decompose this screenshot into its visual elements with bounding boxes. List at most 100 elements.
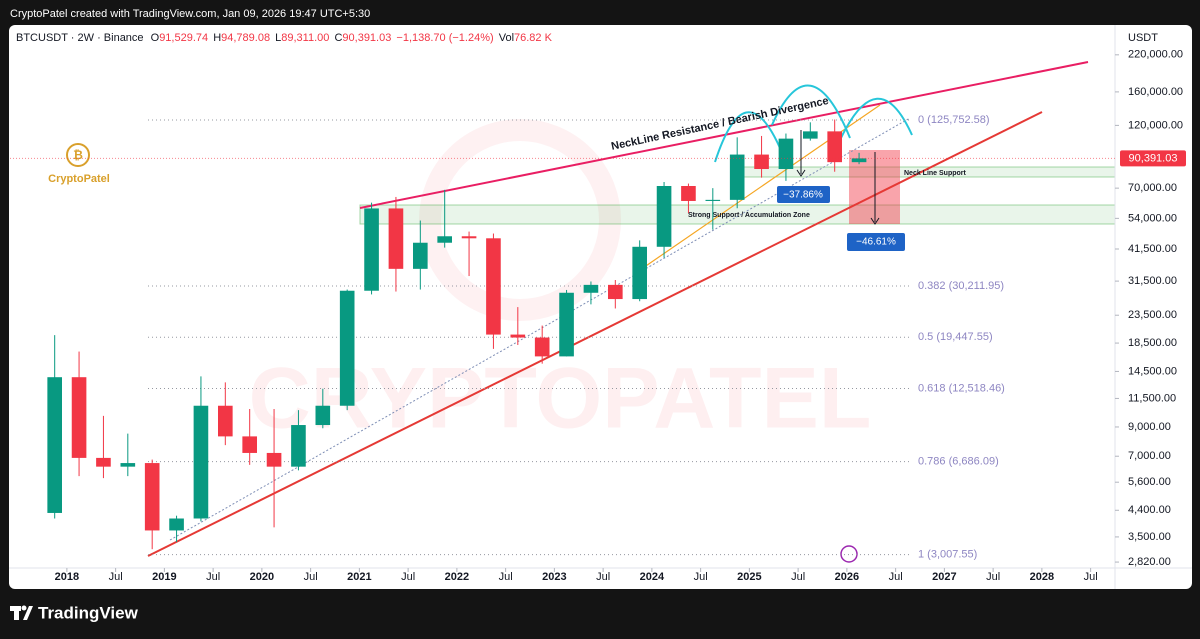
x-tick-label: Jul: [206, 571, 220, 583]
symbol: BTCUSDT · 2W · Binance: [16, 32, 144, 44]
y-tick-label: 7,000.00: [1128, 450, 1171, 462]
candle-body: [583, 284, 599, 293]
candle-body: [96, 457, 111, 467]
x-tick-label: 2028: [1030, 571, 1054, 583]
candle-body: [510, 334, 526, 338]
volume-value: 76.82 K: [514, 32, 553, 44]
candle-body: [120, 463, 136, 467]
y-tick-label: 23,500.00: [1128, 309, 1177, 321]
y-tick-label: 9,000.00: [1128, 421, 1171, 433]
candle-body: [827, 131, 842, 163]
footer-brand: TradingView: [38, 603, 139, 622]
footer-logo: [21, 605, 27, 611]
x-tick-label: Jul: [986, 571, 1000, 583]
x-tick-label: Jul: [596, 571, 610, 583]
candle-body: [559, 292, 574, 357]
candle-body: [364, 208, 379, 291]
legend: BTCUSDT · 2W · Binance O91,529.74 H94,78…: [16, 32, 553, 44]
last-price-label: 90,391.03: [1129, 152, 1178, 164]
candle-body: [656, 186, 672, 247]
x-tick-label: 2021: [347, 571, 371, 583]
x-tick-label: Jul: [1084, 571, 1098, 583]
y-tick-label: 5,600.00: [1128, 476, 1171, 488]
candle-body: [291, 425, 306, 467]
candle-body: [315, 405, 331, 426]
annotation: Strong Support / Accumulation Zone: [688, 212, 810, 219]
y-tick-label: 120,000.00: [1128, 119, 1183, 131]
ohlc-label: H: [213, 32, 221, 44]
candle-body: [851, 158, 867, 163]
fib-label: 0.618 (12,518.46): [918, 382, 1005, 394]
x-tick-label: 2027: [932, 571, 956, 583]
candle-body: [803, 131, 818, 139]
watermark-ring: [419, 119, 621, 321]
logo-text: CryptoPatel: [48, 173, 110, 185]
x-tick-label: 2023: [542, 571, 566, 583]
candle-body: [681, 186, 696, 201]
logo: ₿ CryptoPatel: [48, 143, 110, 185]
x-tick-label: Jul: [304, 571, 318, 583]
x-tick-label: Jul: [694, 571, 708, 583]
x-tick-label: Jul: [499, 571, 513, 583]
x-tick-label: Jul: [401, 571, 415, 583]
x-tick-label: Jul: [791, 571, 805, 583]
candle-body: [413, 242, 428, 269]
lightning-icon[interactable]: [840, 545, 858, 563]
x-tick-label: 2019: [152, 571, 176, 583]
candle-body: [169, 518, 184, 531]
candle-body: [266, 452, 282, 467]
y-tick-label: 70,000.00: [1128, 182, 1177, 194]
y-tick-label: 220,000.00: [1128, 49, 1183, 61]
y-tick-label: 2,820.00: [1128, 556, 1171, 568]
fib-label: 1 (3,007.55): [918, 548, 977, 560]
candle-body: [608, 284, 623, 300]
candle-body: [705, 199, 721, 201]
fib-label: 0.5 (19,447.55): [918, 331, 993, 343]
change: −1,138.70 (−1.24%): [396, 32, 493, 44]
candle-body: [461, 236, 477, 239]
ohlc-value: 94,789.08: [221, 32, 270, 44]
y-tick-label: 4,400.00: [1128, 504, 1171, 516]
fib-label: 0.786 (6,686.09): [918, 455, 999, 467]
candle-body: [388, 208, 404, 269]
x-tick-label: Jul: [889, 571, 903, 583]
axis-unit: USDT: [1128, 32, 1158, 44]
candle-body: [534, 337, 550, 357]
candle-body: [437, 236, 452, 243]
last-price-tag: [1120, 150, 1186, 167]
x-tick-label: 2018: [55, 571, 79, 583]
fib-label: 0 (125,752.58): [918, 114, 990, 126]
ohlc-label: C: [334, 32, 342, 44]
annotation: −37.86%: [783, 190, 823, 201]
label-box: [777, 186, 830, 203]
plot: 2,820.00 3,500.00 4,400.00 5,600.00 7,000.00…: [10, 49, 1186, 583]
y-tick-label: 31,500.00: [1128, 275, 1177, 287]
arrow-head: [870, 217, 880, 225]
x-tick-label: 2024: [640, 571, 665, 583]
x-tick-label: 2026: [835, 571, 859, 583]
annotation: −46.61%: [856, 237, 896, 248]
candle-body: [339, 290, 355, 406]
y-tick-label: 11,500.00: [1128, 392, 1176, 404]
ohlc-value: 90,391.03: [342, 32, 391, 44]
x-tick-label: Jul: [109, 571, 123, 583]
ohlc-label: L: [275, 32, 281, 44]
candle-body: [71, 377, 87, 458]
footer: TradingView: [10, 603, 139, 622]
candle-body: [193, 405, 209, 519]
fib-label: 0.382 (30,211.95): [918, 280, 1004, 292]
arrow-head: [796, 169, 806, 177]
y-tick-label: 54,000.00: [1128, 212, 1177, 224]
candle-body: [632, 246, 647, 300]
upper-trendline: [359, 61, 1089, 209]
candle-body: [778, 138, 794, 170]
shoulder-arc: [714, 111, 781, 163]
shoulder-arc: [839, 97, 913, 141]
candle-body: [486, 238, 501, 335]
lower-trendline: [147, 111, 1043, 557]
y-tick-label: 14,500.00: [1128, 365, 1177, 377]
candle-body: [754, 154, 769, 170]
candle-body: [218, 405, 233, 437]
y-tick-label: 3,500.00: [1128, 531, 1171, 543]
